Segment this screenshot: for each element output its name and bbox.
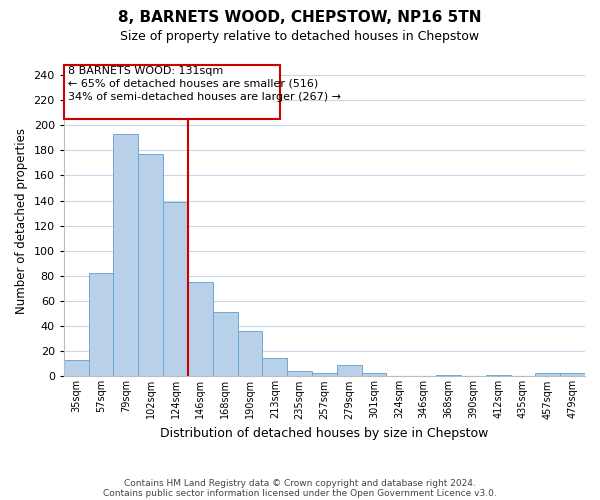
Bar (262, 358, 287, 376)
Text: 8 BARNETS WOOD: 131sqm
← 65% of detached houses are smaller (516)
34% of semi-de: 8 BARNETS WOOD: 131sqm ← 65% of detached… (68, 66, 341, 102)
Bar (138, 154, 163, 376)
Bar (287, 372, 312, 376)
Bar (113, 134, 138, 376)
Text: Size of property relative to detached houses in Chepstow: Size of property relative to detached ho… (121, 30, 479, 43)
FancyBboxPatch shape (64, 65, 280, 119)
Bar (486, 375, 511, 376)
Bar (560, 372, 585, 376)
Bar (362, 372, 386, 376)
X-axis label: Distribution of detached houses by size in Chepstow: Distribution of detached houses by size … (160, 427, 488, 440)
Bar (188, 282, 213, 376)
Bar (64, 360, 89, 376)
Bar (213, 312, 238, 376)
Bar (238, 331, 262, 376)
Text: Contains HM Land Registry data © Crown copyright and database right 2024.: Contains HM Land Registry data © Crown c… (124, 478, 476, 488)
Bar (163, 202, 188, 376)
Text: 8, BARNETS WOOD, CHEPSTOW, NP16 5TN: 8, BARNETS WOOD, CHEPSTOW, NP16 5TN (118, 10, 482, 25)
Bar (337, 365, 362, 376)
Bar (89, 274, 113, 376)
Text: Contains public sector information licensed under the Open Government Licence v3: Contains public sector information licen… (103, 488, 497, 498)
Bar (312, 372, 337, 376)
Bar (535, 372, 560, 376)
Bar (436, 375, 461, 376)
Y-axis label: Number of detached properties: Number of detached properties (15, 128, 28, 314)
